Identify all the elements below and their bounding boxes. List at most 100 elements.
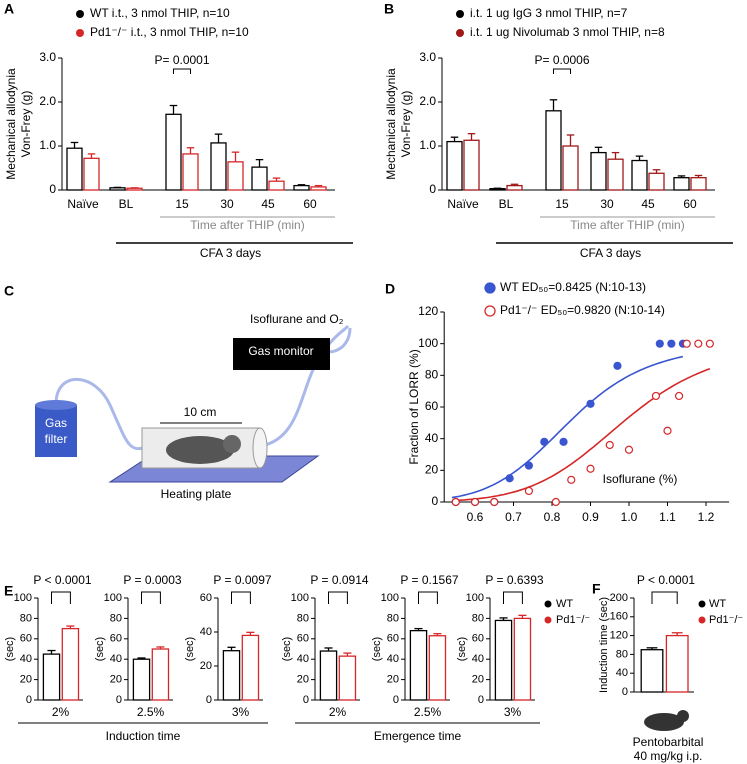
x-tick-label: BL: [119, 197, 134, 211]
y-tick-label: 0: [432, 494, 439, 508]
diagram-c: C Isoflurane and O₂ Gas monitor Gas filt…: [4, 283, 352, 501]
p-value: P = 0.0914: [310, 573, 368, 587]
legend-marker: [456, 10, 464, 18]
y-tick-label: 80: [425, 368, 439, 382]
y-tick-label: 100: [418, 336, 438, 350]
bar: [268, 180, 285, 191]
legend-label: Pd1⁻/⁻ i.t., 3 nmol THIP, n=10: [90, 25, 249, 39]
significance-bracket: [651, 591, 678, 604]
tube: [329, 327, 352, 354]
x-axis-label: Time after THIP (min): [190, 218, 304, 232]
bar: [310, 186, 327, 191]
data-point: [540, 437, 549, 446]
bar: [409, 629, 428, 701]
plate-label: Heating plate: [161, 487, 232, 501]
bar: [673, 177, 690, 191]
filter-label: Gas: [45, 416, 67, 430]
p-value: P = 0.0003: [123, 573, 181, 587]
y-tick-label: 2.0: [419, 94, 436, 108]
x-tick-label: 1.0: [621, 510, 638, 524]
data-point: [470, 497, 480, 507]
data-point: [490, 497, 499, 507]
y-tick-label: 20: [110, 674, 122, 686]
y-tick-label: 40: [110, 653, 122, 665]
x-tick-label: 1.2: [698, 510, 715, 524]
x-tick-label: Naïve: [67, 197, 99, 211]
y-tick-label: 20: [200, 660, 212, 672]
caption: Pentobarbital: [633, 735, 704, 749]
x-tick-label: 2.5%: [414, 705, 442, 719]
data-point: [524, 486, 534, 496]
y-tick-label: 0: [206, 694, 212, 706]
bar: [182, 153, 199, 191]
legend-marker: [698, 616, 706, 624]
data-point: [705, 339, 714, 348]
legend-label: Pd1⁻/⁻: [556, 614, 590, 626]
bar: [640, 649, 664, 693]
y-axis-label: (sec): [94, 637, 106, 661]
y-tick-label: 3.0: [39, 50, 56, 64]
y-axis-label: Induction time (sec): [598, 597, 610, 693]
x-tick-label: 45: [261, 197, 275, 211]
y-tick-label: 120: [610, 630, 628, 642]
data-point: [655, 339, 664, 348]
bar: [132, 658, 151, 701]
bar: [428, 635, 447, 701]
legend-label: i.t. 1 ug Nivolumab 3 nmol THIP, n=8: [470, 25, 665, 39]
bar: [545, 110, 562, 191]
legend-label: WT i.t., 3 nmol THIP, n=10: [90, 6, 230, 20]
y-tick-label: 100: [466, 592, 484, 604]
p-value: P < 0.0001: [637, 573, 695, 587]
y-tick-label: 40: [200, 626, 212, 638]
data-point: [451, 497, 460, 507]
y-tick-label: 0: [393, 694, 399, 706]
bar: [513, 617, 532, 701]
data-point: [586, 399, 595, 408]
x-tick-label: 15: [175, 197, 189, 211]
x-tick-label: BL: [499, 197, 514, 211]
legend-marker: [76, 10, 84, 18]
panel-label: A: [4, 1, 14, 17]
y-tick-label: 20: [297, 674, 309, 686]
data-point: [559, 437, 568, 446]
y-tick-label: 200: [610, 592, 628, 604]
panel-label: B: [384, 1, 394, 17]
tube: [54, 377, 144, 451]
y-tick-label: 40: [616, 667, 628, 679]
mouse: [166, 436, 234, 464]
x-tick-label: 3%: [232, 705, 250, 719]
y-tick-label: 1.0: [39, 138, 56, 152]
bar: [319, 650, 338, 701]
y-tick-label: 80: [616, 648, 628, 660]
y-tick-label: 100: [381, 592, 399, 604]
annotation: P= 0.0001: [154, 53, 209, 67]
y-axis-label: Von-Frey (g): [19, 91, 33, 158]
data-point: [605, 440, 614, 450]
chamber-end: [252, 427, 268, 469]
significance-bracket: [503, 591, 523, 604]
panel-label: D: [385, 281, 395, 297]
bar: [109, 187, 126, 191]
bar: [66, 147, 83, 191]
bar: [665, 634, 689, 693]
legend-marker: [76, 29, 84, 37]
bar: [222, 650, 241, 701]
y-axis-label: (sec): [184, 637, 196, 661]
y-tick-label: 60: [297, 633, 309, 645]
y-tick-label: 0: [26, 694, 32, 706]
y-axis-label: Mechanical allodynia: [384, 68, 398, 180]
data-point: [682, 339, 691, 348]
gas-filter-top: [35, 400, 77, 410]
legend-marker: [456, 29, 464, 37]
bar: [151, 648, 170, 701]
p-value: P = 0.0097: [213, 573, 271, 587]
gas-monitor: [233, 338, 330, 370]
y-tick-label: 40: [472, 653, 484, 665]
x-axis-label: Isoflurane (%): [603, 472, 678, 486]
x-tick-label: 0.6: [467, 510, 484, 524]
bar: [83, 157, 100, 191]
data-point: [667, 339, 676, 348]
legend-marker: [484, 282, 496, 294]
group-label: Induction time: [106, 729, 181, 743]
y-axis-label: (sec): [456, 637, 468, 661]
